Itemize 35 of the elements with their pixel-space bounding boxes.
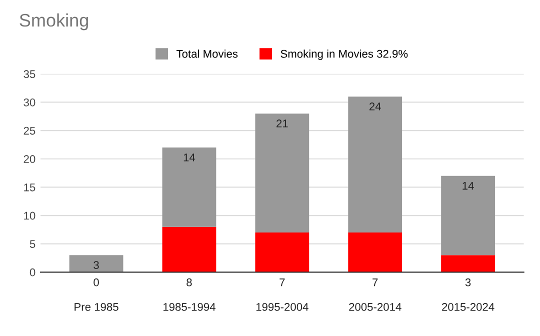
y-tick-label: 25	[24, 126, 36, 135]
y-tick-label: 20	[24, 155, 36, 164]
y-tick-label: 5	[30, 240, 36, 248]
x-tick-label: 2015-2024	[442, 303, 494, 311]
x-tick-label: Pre 1985	[74, 303, 118, 311]
bar	[162, 148, 216, 227]
data-label: 14	[184, 154, 196, 162]
bar	[348, 232, 402, 272]
y-tick-label: 0	[30, 268, 36, 276]
chart-title: Smoking	[20, 13, 88, 30]
data-label: 3	[94, 261, 99, 269]
y-tick-label: 30	[24, 98, 36, 106]
y-tick-label: 10	[24, 212, 36, 220]
bar	[69, 255, 124, 272]
bar	[162, 226, 216, 272]
legend-label: Total Movies	[176, 50, 238, 58]
data-label: 8	[186, 278, 192, 286]
data-label: 14	[462, 182, 474, 190]
bar	[348, 96, 402, 233]
x-tick-label: 2005-2014	[349, 303, 402, 311]
y-tick-label: 35	[24, 70, 36, 78]
bar	[255, 114, 310, 233]
x-tick-label: 1995-2004	[256, 303, 308, 311]
bar	[255, 232, 310, 272]
legend-label: Smoking in Movies 32.9%	[280, 50, 408, 60]
data-label: 0	[94, 278, 99, 286]
data-label: 3	[465, 278, 471, 286]
x-tick-label: 1985-1994	[163, 303, 216, 311]
data-label: 7	[372, 278, 378, 286]
bar	[441, 255, 495, 272]
data-label: 21	[276, 120, 288, 128]
data-label: 24	[369, 102, 381, 110]
data-label: 7	[280, 278, 285, 286]
y-tick-label: 15	[24, 184, 36, 192]
bar	[441, 176, 495, 256]
